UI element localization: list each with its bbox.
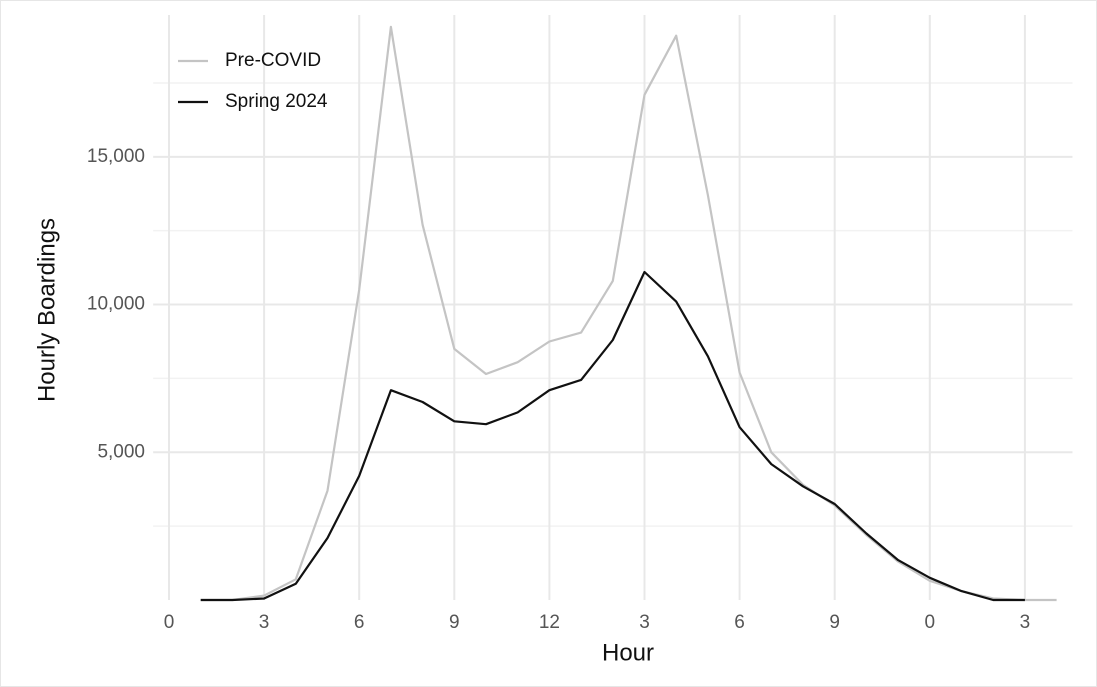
x-tick-label: 9	[449, 612, 460, 633]
grid	[153, 15, 1073, 600]
y-axis-title: Hourly Boardings	[33, 218, 60, 402]
x-tick-label: 3	[1020, 612, 1031, 633]
x-axis-title: Hour	[602, 639, 654, 666]
x-tick-label: 12	[539, 612, 560, 633]
x-tick-label: 6	[354, 612, 365, 633]
x-tick-label: 3	[259, 612, 270, 633]
series-line	[200, 270, 1025, 602]
legend-label: Spring 2024	[225, 91, 328, 112]
x-tick-label: 0	[925, 612, 936, 633]
y-tick-label: 5,000	[97, 441, 145, 462]
x-tick-label: 9	[829, 612, 840, 633]
x-tick-label: 3	[639, 612, 650, 633]
legend-label: Pre-COVID	[225, 50, 321, 71]
y-tick-label: 15,000	[87, 146, 145, 167]
x-tick-label: 6	[734, 612, 745, 633]
series-line	[200, 25, 1057, 602]
y-tick-label: 10,000	[87, 294, 145, 315]
x-tick-label: 0	[164, 612, 175, 633]
